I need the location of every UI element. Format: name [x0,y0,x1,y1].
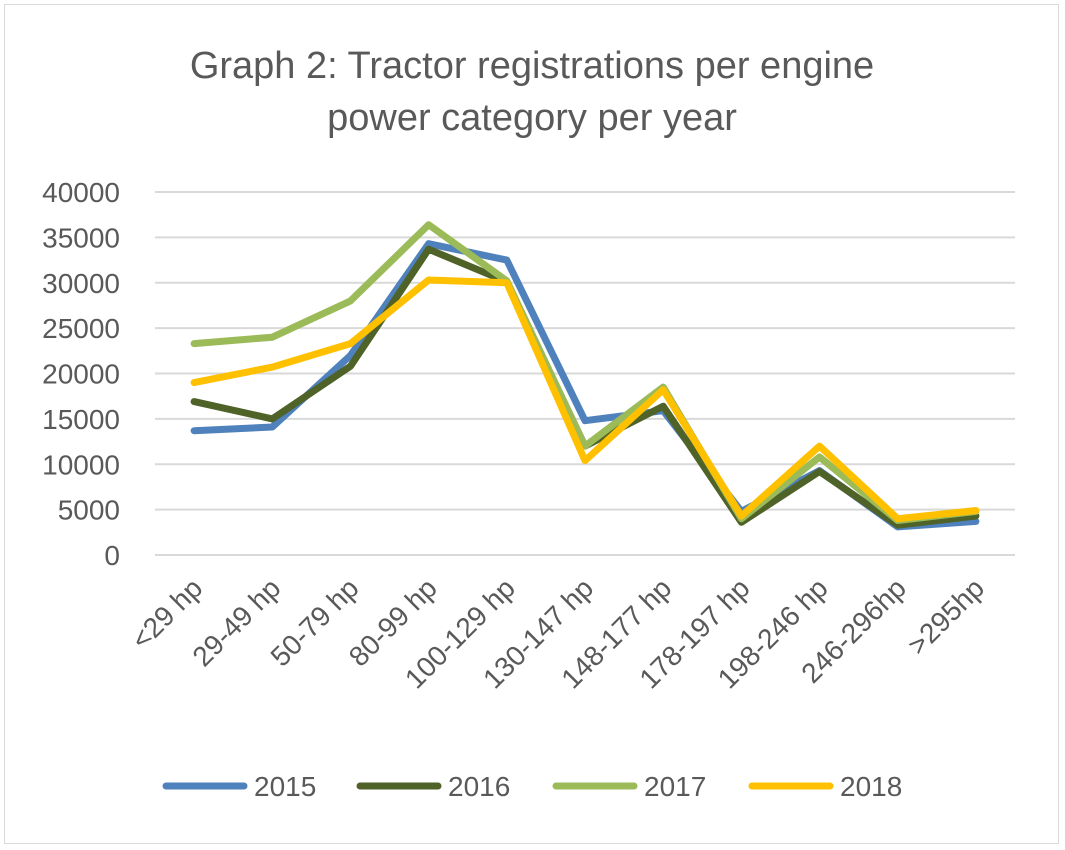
chart-title: Graph 2: Tractor registrations per engin… [190,45,874,139]
y-tick-label: 10000 [42,449,120,480]
series-line-2017 [190,221,980,524]
legend-label-2018: 2018 [840,771,902,802]
chart-frame [4,4,1059,844]
chart-title-line-1: Graph 2: Tractor registrations per engin… [190,45,874,87]
series-line-2018 [190,276,980,523]
legend-label-2015: 2015 [254,771,316,802]
y-tick-label: 0 [104,540,120,571]
y-tick-label: 20000 [42,359,120,390]
gridlines [155,191,1015,556]
legend: 2015 2016 2017 2018 [162,771,902,802]
y-tick-label: 25000 [42,313,120,344]
legend-label-2017: 2017 [644,771,706,802]
y-tick-label: 40000 [42,177,120,208]
y-tick-label: 30000 [42,268,120,299]
x-tick-label: >295hp [902,572,991,661]
y-tick-label: 5000 [58,495,120,526]
y-tick-label: 35000 [42,222,120,253]
series-lines [190,221,980,531]
chart-title-line-2: power category per year [327,97,737,139]
y-tick-label: 15000 [42,404,120,435]
y-axis-tick-labels: 0 5000 10000 15000 20000 25000 30000 35000 40000 [42,177,120,571]
legend-label-2016: 2016 [448,771,510,802]
